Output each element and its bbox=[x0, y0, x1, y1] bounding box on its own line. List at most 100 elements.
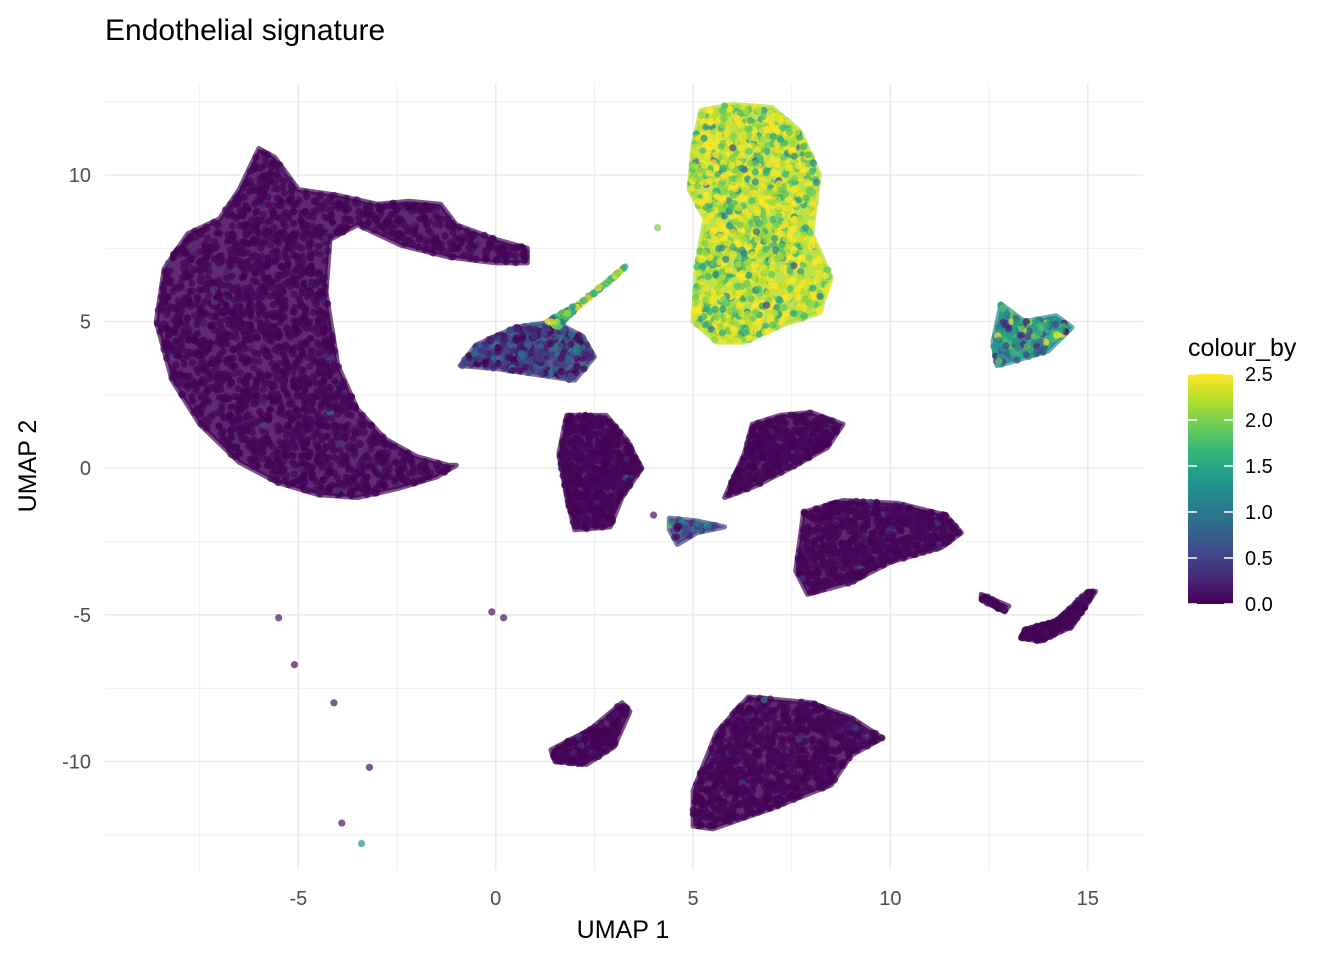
scatter-point bbox=[234, 415, 242, 423]
scatter-point bbox=[412, 467, 420, 475]
scatter-point bbox=[232, 452, 240, 460]
scatter-point bbox=[516, 367, 524, 375]
scatter-point bbox=[287, 416, 296, 424]
scatter-point bbox=[381, 229, 389, 237]
scatter-point bbox=[781, 293, 790, 301]
scatter-point bbox=[813, 178, 821, 186]
scatter-point bbox=[324, 247, 332, 255]
scatter-point bbox=[227, 434, 235, 442]
scatter-point bbox=[180, 325, 188, 333]
scatter-point bbox=[285, 176, 293, 184]
scatter-point bbox=[319, 433, 327, 441]
scatter-point bbox=[312, 249, 320, 257]
scatter-point bbox=[228, 272, 236, 280]
scatter-point bbox=[207, 322, 215, 330]
scatter-point bbox=[252, 153, 260, 161]
scatter-point bbox=[241, 379, 249, 387]
scatter-point bbox=[291, 461, 299, 469]
scatter-point bbox=[572, 348, 580, 356]
scatter-point bbox=[596, 468, 604, 477]
scatter-point bbox=[388, 230, 396, 238]
scatter-point bbox=[411, 201, 419, 209]
scatter-point bbox=[318, 450, 326, 458]
scatter-point bbox=[444, 215, 452, 223]
scatter-point bbox=[796, 172, 804, 180]
scatter-point bbox=[263, 435, 271, 443]
scatter-point bbox=[270, 313, 278, 321]
scatter-point bbox=[392, 459, 400, 467]
scatter-point bbox=[472, 255, 480, 263]
scatter-point bbox=[706, 177, 714, 185]
scatter-point bbox=[279, 350, 288, 358]
scatter-point bbox=[205, 291, 213, 299]
scatter-point bbox=[611, 468, 619, 476]
scatter-point bbox=[440, 468, 449, 476]
scatter-point bbox=[298, 244, 306, 252]
scatter-point bbox=[197, 274, 205, 282]
scatter-point bbox=[281, 304, 289, 312]
scatter-point bbox=[318, 401, 326, 409]
scatter-point bbox=[327, 193, 335, 201]
scatter-point bbox=[376, 206, 384, 214]
scatter-point bbox=[718, 329, 727, 337]
scatter-point bbox=[332, 487, 340, 495]
scatter-point bbox=[494, 359, 503, 368]
scatter-point bbox=[228, 211, 236, 219]
scatter-point bbox=[307, 470, 315, 479]
scatter-point bbox=[309, 357, 317, 365]
scatter-point bbox=[218, 437, 226, 445]
scatter-point bbox=[197, 393, 205, 401]
scatter-point bbox=[206, 243, 214, 251]
scatter-point bbox=[318, 378, 326, 386]
scatter-point bbox=[522, 363, 530, 371]
scatter-point bbox=[562, 460, 570, 468]
scatter-point bbox=[225, 445, 233, 453]
scatter-point bbox=[241, 239, 249, 247]
scatter-point bbox=[199, 343, 207, 351]
scatter-point bbox=[565, 358, 573, 366]
scatter-point bbox=[164, 259, 172, 267]
scatter-point bbox=[272, 369, 280, 377]
scatter-point bbox=[771, 235, 779, 243]
scatter-point bbox=[225, 236, 233, 244]
scatter-point bbox=[724, 239, 732, 247]
scatter-point bbox=[606, 481, 615, 489]
scatter-point bbox=[325, 404, 333, 412]
scatter-point bbox=[238, 436, 246, 444]
scatter-point bbox=[305, 239, 313, 247]
scatter-point bbox=[259, 211, 268, 219]
scatter-point bbox=[231, 444, 239, 452]
cluster-c3 bbox=[544, 263, 629, 330]
scatter-point bbox=[790, 216, 798, 224]
scatter-point bbox=[258, 163, 266, 171]
scatter-point bbox=[170, 250, 178, 258]
scatter-point bbox=[701, 249, 709, 257]
scatter-point bbox=[691, 313, 699, 321]
scatter-point bbox=[432, 233, 440, 242]
scatter-point bbox=[507, 244, 515, 252]
scatter-point bbox=[298, 347, 307, 355]
scatter-point bbox=[319, 276, 327, 284]
scatter-point bbox=[605, 277, 614, 285]
scatter-point bbox=[735, 120, 743, 128]
scatter-point bbox=[281, 449, 289, 457]
scatter-point bbox=[241, 331, 249, 339]
scatter-point bbox=[481, 248, 489, 256]
scatter-point bbox=[611, 461, 619, 469]
scatter-point bbox=[382, 218, 391, 226]
scatter-point bbox=[502, 253, 510, 261]
scatter-point bbox=[194, 295, 202, 304]
scatter-point bbox=[608, 442, 616, 450]
scatter-point bbox=[765, 223, 773, 231]
scatter-point bbox=[489, 364, 497, 372]
scatter-point bbox=[257, 196, 265, 204]
scatter-point bbox=[746, 116, 754, 125]
scatter-point bbox=[174, 245, 182, 253]
scatter-point bbox=[321, 283, 329, 291]
scatter-point bbox=[808, 236, 816, 244]
scatter-point bbox=[182, 269, 190, 277]
scatter-point bbox=[268, 467, 277, 476]
scatter-point bbox=[771, 264, 779, 272]
scatter-point bbox=[763, 202, 771, 210]
scatter-point bbox=[202, 310, 210, 318]
